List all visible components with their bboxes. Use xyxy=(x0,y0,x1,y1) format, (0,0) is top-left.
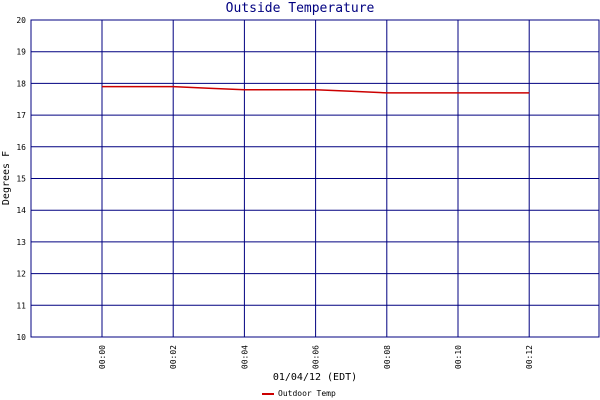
legend-label: Outdoor Temp xyxy=(278,389,336,398)
x-tick-label: 00:08 xyxy=(383,345,392,369)
x-tick-label: 00:06 xyxy=(312,345,321,369)
y-tick-label: 11 xyxy=(16,301,26,310)
y-tick-label: 18 xyxy=(16,79,26,88)
series-line-outdoor-temp xyxy=(102,85,530,94)
y-tick-label: 15 xyxy=(16,175,26,184)
x-tick-label: 00:04 xyxy=(240,345,249,369)
grid xyxy=(30,19,600,338)
tick-labels: 10 11 12 13 14 15 16 17 18 19 20 00:00 00:02 00:04 00:… xyxy=(16,16,534,369)
chart-title: Outside Temperature xyxy=(225,1,375,16)
x-tick-label: 00:12 xyxy=(525,345,534,369)
legend-swatch xyxy=(262,392,274,395)
x-tick-label: 00:10 xyxy=(454,345,463,369)
y-tick-label: 10 xyxy=(16,333,26,342)
y-tick-label: 12 xyxy=(16,270,26,279)
legend: Outdoor Temp xyxy=(262,389,336,398)
y-tick-label: 13 xyxy=(16,238,26,247)
y-tick-label: 17 xyxy=(16,111,26,120)
x-tick-label: 00:00 xyxy=(98,345,107,369)
series-layer xyxy=(102,85,530,94)
y-tick-label: 19 xyxy=(16,48,26,57)
x-tick-label: 00:02 xyxy=(169,345,178,369)
y-tick-label: 16 xyxy=(16,143,26,152)
y-tick-label: 14 xyxy=(16,206,26,215)
y-tick-label: 20 xyxy=(16,16,26,25)
x-axis-label: 01/04/12 (EDT) xyxy=(272,372,358,383)
